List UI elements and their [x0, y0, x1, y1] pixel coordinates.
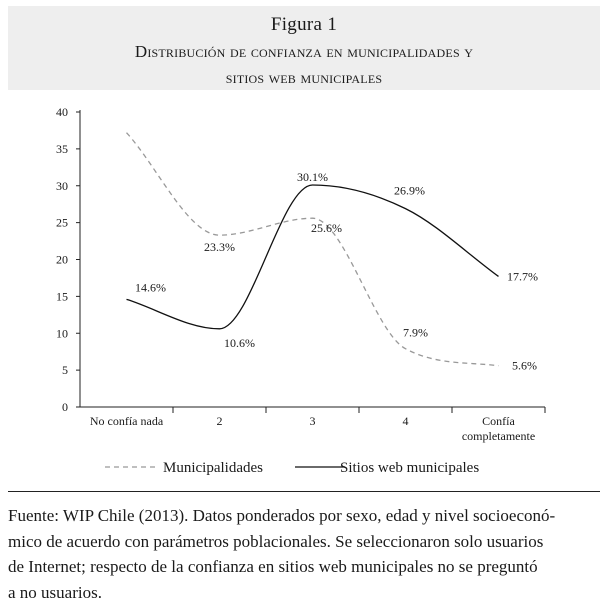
data-label: 7.9% — [403, 326, 428, 340]
x-tick-label: 4 — [403, 414, 409, 428]
y-tick-label: 0 — [62, 400, 68, 414]
x-tick-label: 3 — [310, 414, 316, 428]
y-tick-label: 20 — [56, 253, 68, 267]
y-tick-label: 35 — [56, 142, 68, 156]
y-tick-label: 15 — [56, 289, 68, 303]
x-tick-label: 2 — [217, 414, 223, 428]
y-tick-label: 40 — [56, 105, 68, 119]
data-label: 26.9% — [394, 184, 425, 198]
data-label: 10.6% — [224, 336, 255, 350]
source-line-3: de Internet; respecto de la confianza en… — [8, 557, 538, 576]
legend-label: Sitios web municipales — [340, 460, 479, 476]
series-line-sitios-web — [126, 184, 499, 330]
data-label: 25.6% — [311, 221, 342, 235]
x-tick-label: Confía — [482, 414, 515, 428]
figure-label: Figura 1 — [270, 14, 338, 35]
figure-title-line-2: sitios web municipales — [225, 68, 383, 87]
figure-header: Figura 1 Distribución de confianza en mu… — [8, 6, 600, 90]
series-line-municipalidades — [126, 132, 499, 367]
source-line-1: Fuente: WIP Chile (2013). Datos ponderad… — [8, 506, 556, 525]
data-label: 5.6% — [512, 359, 537, 373]
data-label: 30.1% — [297, 170, 328, 184]
source-line-2: mico de acuerdo con parámetros poblacion… — [8, 531, 544, 551]
y-tick-label: 5 — [62, 363, 68, 377]
data-label: 14.6% — [135, 280, 166, 294]
y-tick-label: 30 — [56, 179, 68, 193]
data-label: 17.7% — [507, 269, 538, 283]
x-tick-label: No confía nada — [90, 414, 164, 428]
y-tick-label: 25 — [56, 216, 68, 230]
source-note: Fuente: WIP Chile (2013). Datos ponderad… — [8, 503, 602, 605]
x-tick-label: completamente — [462, 429, 535, 443]
line-chart: 0 5 10 15 20 25 30 35 40 No confía nada 2 3 4 Confíac… — [56, 105, 546, 476]
figure-title-line-1: Distribución de confianza en municipalid… — [134, 42, 474, 61]
data-label: 23.3% — [204, 240, 235, 254]
y-tick-label: 10 — [56, 326, 68, 340]
separator-rule — [8, 491, 600, 492]
legend-label: Municipalidades — [163, 460, 263, 476]
source-line-4: a no usuarios. — [8, 582, 102, 602]
